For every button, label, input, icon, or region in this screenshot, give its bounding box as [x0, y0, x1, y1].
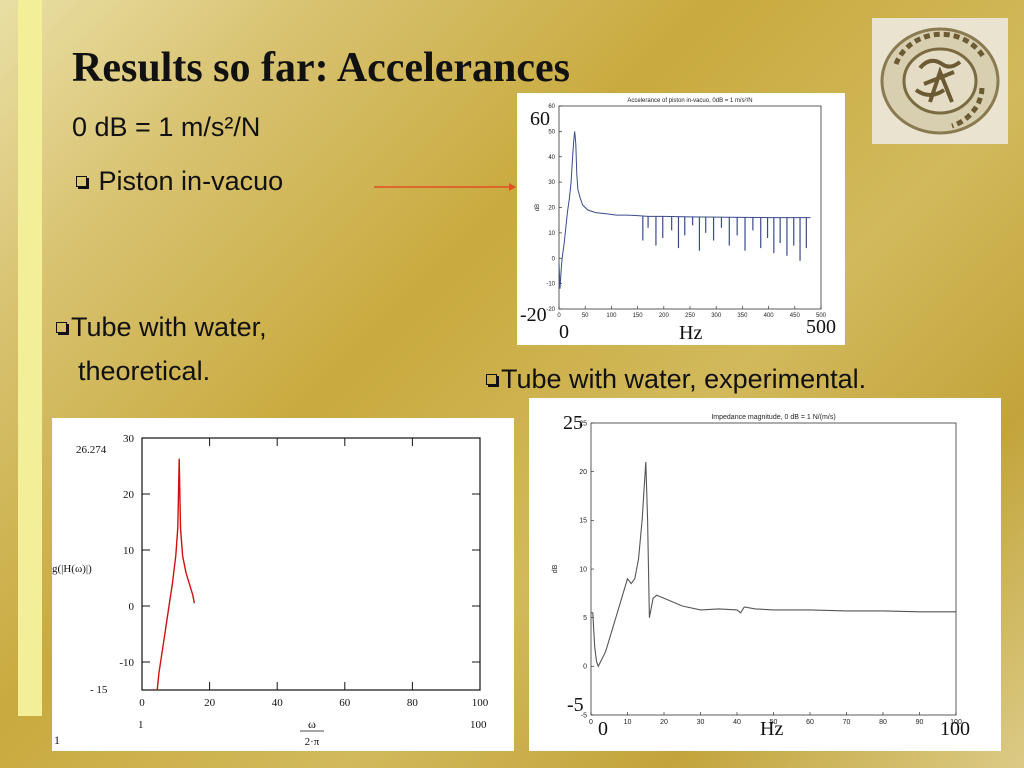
left-accent-bar: [18, 0, 42, 716]
x-tick-label: 40: [272, 697, 284, 709]
y-tick-label: 40: [548, 155, 555, 161]
x-tick-label: 500: [816, 313, 827, 319]
experimental-ymax-overlay: 25: [563, 412, 583, 434]
x-tick-label: 150: [633, 313, 644, 319]
theoretical-chart-panel: 30 20 10 0 -10 0 20 40 60 80 100 26.274- 15 1 100 1 g(|…: [52, 418, 514, 751]
x-tick-label: 450: [790, 313, 801, 319]
y-tick-label: 50: [548, 129, 555, 135]
x-tick-label: 0: [139, 697, 145, 709]
arrow-to-chart: [374, 183, 516, 191]
y-tick-label: 10: [579, 566, 587, 573]
y-tick-label: -5: [581, 712, 587, 719]
x-tick-label: 200: [659, 313, 670, 319]
slide-title: Results so far: Accelerances: [72, 45, 571, 91]
x-tick-label: 350: [737, 313, 748, 319]
y-tick-label: -10: [119, 657, 134, 669]
x-tick-label: 20: [204, 697, 216, 709]
x-tick-label: 30: [697, 719, 705, 726]
experimental-ymin-overlay: -5: [567, 694, 584, 716]
y-min-label: - 15: [90, 684, 108, 696]
arrow-head-icon: [509, 183, 516, 191]
y-max-note: 26.274: [76, 444, 107, 456]
y-tick-label: 10: [123, 545, 135, 557]
y-tick-label: -10: [546, 282, 555, 288]
bullet-theoretical-line2: theoretical.: [78, 356, 211, 386]
bullet-theoretical: Tube with water,: [56, 312, 267, 343]
piston-chart-panel: Accelerance of piston in-vacuo, 0dB = 1 …: [517, 93, 845, 345]
x-axis-label-denominator: 2·π: [305, 736, 320, 748]
plot-frame: [558, 105, 822, 310]
series-line: [591, 461, 956, 668]
y-tick-label: 15: [579, 518, 587, 525]
series-line: [558, 131, 811, 289]
y-axis-label: dB: [535, 204, 541, 211]
bullet-experimental-label: Tube with water, experimental.: [501, 364, 867, 394]
y-tick-label: 0: [552, 256, 556, 262]
x-tick-label: 60: [806, 719, 814, 726]
university-seal-logo: [872, 18, 1008, 144]
experimental-chart-panel: Impedance magnitude, 0 dB = 1 N/(m/s) dB 0…: [529, 398, 1001, 751]
x-tick-label: 80: [407, 697, 419, 709]
bullet-experimental: Tube with water, experimental.: [486, 364, 866, 395]
y-tick-label: 60: [548, 104, 555, 110]
x-tick-label: 250: [685, 313, 696, 319]
x-tick-label: 100: [472, 697, 489, 709]
checkbox-bullet-icon: [76, 176, 87, 187]
chart-title: Accelerance of piston in-vacuo, 0dB = 1 …: [627, 98, 752, 104]
x-tick-label: 400: [764, 313, 775, 319]
x-axis-label-numerator: ω: [308, 717, 316, 731]
x-tick-label: 90: [916, 719, 924, 726]
piston-xmax-overlay: 500: [806, 316, 836, 338]
checkbox-bullet-icon: [56, 322, 67, 333]
y-tick-label: 20: [123, 489, 135, 501]
y-tick-label: 30: [123, 433, 135, 445]
y-tick-label: 20: [579, 469, 587, 476]
experimental-xmax-overlay: 100: [940, 718, 970, 740]
y-tick-label: -20: [546, 307, 555, 313]
bullet-piston-label: Piston in-vacuo: [98, 166, 284, 196]
piston-ymin-overlay: -20: [520, 304, 547, 326]
piston-ymax-overlay: 60: [530, 108, 550, 130]
x-tick-label: 100: [606, 313, 617, 319]
experimental-x0-overlay: 0: [598, 718, 608, 740]
y-axis-label: dB: [552, 564, 559, 573]
x-max-label: 100: [470, 719, 487, 731]
x-tick-label: 50: [770, 719, 778, 726]
x-tick-label: 40: [733, 719, 741, 726]
y-tick-label: 30: [548, 180, 555, 186]
x-tick-label: 80: [879, 719, 887, 726]
y-tick-label: 0: [129, 601, 135, 613]
x-tick-label: 100: [950, 719, 962, 726]
bullet-piston: Piston in-vacuo: [76, 166, 283, 197]
y-tick-label: 5: [583, 615, 587, 622]
x-tick-label: 300: [711, 313, 722, 319]
y-tick-label: 20: [548, 206, 555, 212]
bullet-theoretical-line1: Tube with water,: [71, 312, 267, 342]
x-tick-label: 0: [589, 719, 593, 726]
plot-frame: [141, 437, 481, 691]
series-line: [156, 458, 196, 691]
x-tick-label: 20: [660, 719, 668, 726]
x-tick-label: 60: [339, 697, 351, 709]
y-tick-label: 10: [548, 231, 555, 237]
y-tick-label: 0: [583, 664, 587, 671]
experimental-xunit-overlay: Hz: [760, 718, 784, 740]
y-tick-label: 25: [579, 420, 587, 427]
chart-title: Impedance magnitude, 0 dB = 1 N/(m/s): [711, 414, 835, 421]
subtitle-units: 0 dB = 1 m/s²/N: [72, 112, 261, 142]
piston-chart: Accelerance of piston in-vacuo, 0dB = 1 …: [535, 98, 827, 319]
left-bottom-label: 1: [54, 733, 60, 747]
y-axis-label: g(|H(ω)|): [52, 563, 92, 575]
checkbox-bullet-icon: [486, 374, 497, 385]
experimental-chart: Impedance magnitude, 0 dB = 1 N/(m/s) dB 0…: [552, 414, 962, 726]
piston-x0-overlay: 0: [559, 321, 569, 343]
piston-xunit-overlay: Hz: [679, 322, 703, 344]
x-tick-label: 10: [624, 719, 632, 726]
x-tick-label: 70: [843, 719, 851, 726]
x-tick-label: 0: [557, 313, 561, 319]
x-tick-label: 50: [582, 313, 589, 319]
x-min-note: 1: [138, 719, 144, 731]
